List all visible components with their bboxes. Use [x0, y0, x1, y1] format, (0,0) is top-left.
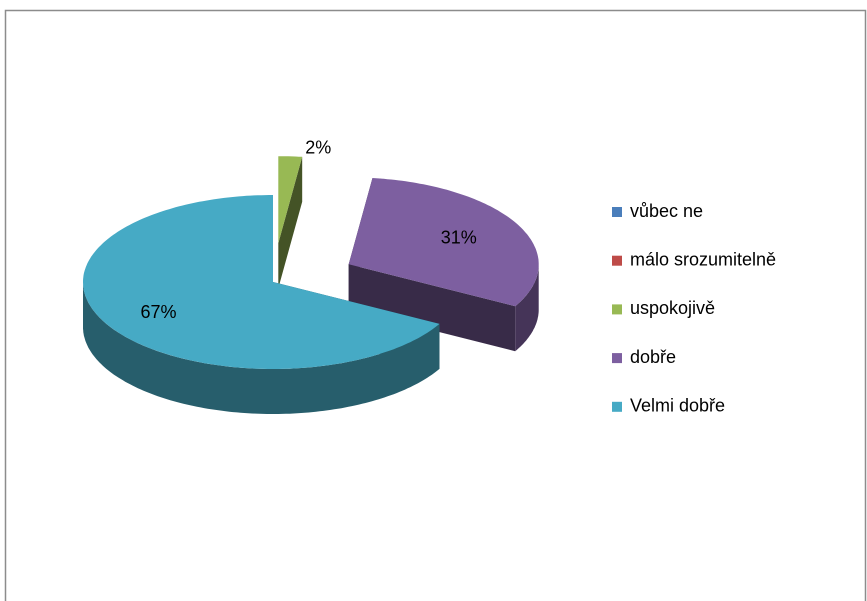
legend-label: Velmi dobře [630, 396, 725, 416]
data-label: 2% [305, 137, 331, 157]
legend-swatch [612, 255, 622, 266]
legend-label: málo srozumitelně [630, 249, 776, 269]
data-label: 31% [441, 227, 477, 247]
legend-swatch [612, 401, 622, 412]
legend-label: vůbec ne [630, 201, 703, 221]
legend-swatch [612, 304, 622, 315]
slice [348, 178, 539, 307]
data-label: 67% [141, 302, 177, 322]
slice-wall [515, 264, 539, 352]
slice-side [348, 264, 516, 352]
legend-swatch [612, 353, 622, 364]
legend-label: uspokojivě [630, 298, 715, 318]
slice-side [278, 156, 303, 289]
legend-swatch [612, 207, 622, 217]
slice [83, 195, 440, 369]
legend-label: dobře [630, 347, 676, 367]
slice [278, 156, 303, 244]
slice-wall [83, 282, 440, 414]
